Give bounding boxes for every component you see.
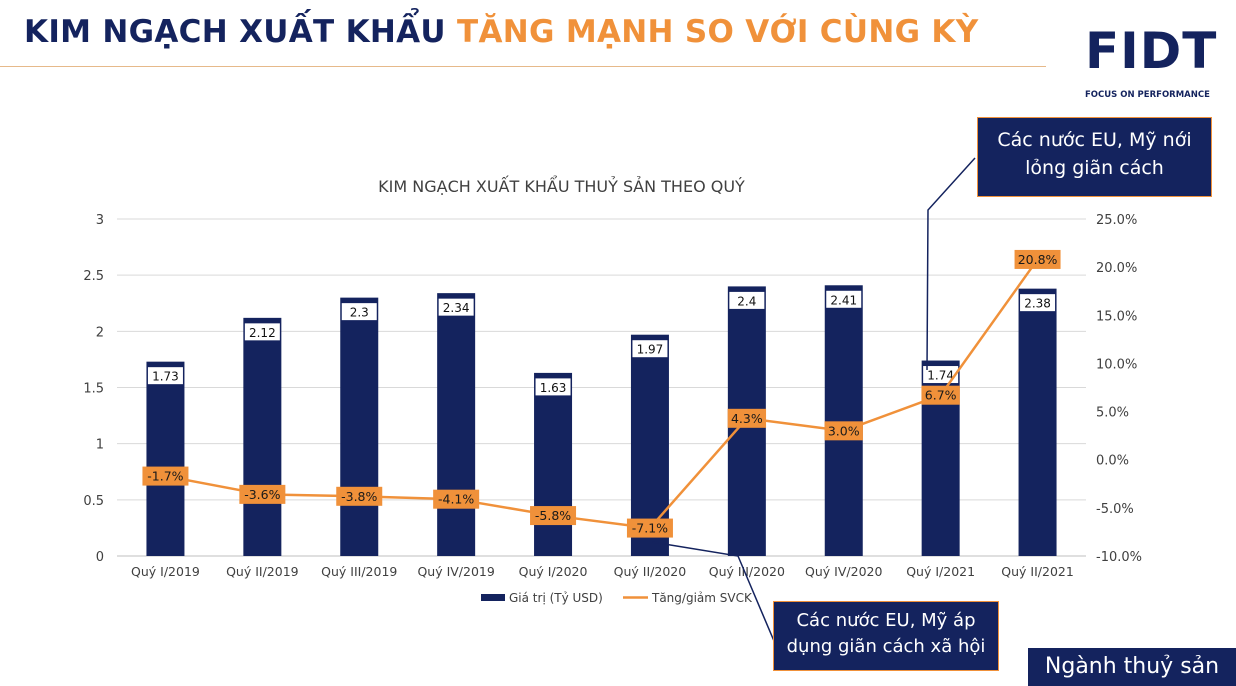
y-tick-label: 0.5 [83, 494, 104, 509]
yoy-value-label: 3.0% [828, 423, 860, 438]
bar [824, 285, 863, 556]
yoy-label-box [1014, 249, 1061, 269]
page-title: KIM NGẠCH XUẤT KHẨU TĂNG MẠNH SO VỚI CÙN… [24, 14, 979, 50]
bar-value-box [534, 377, 572, 397]
logo-tagline: FOCUS ON PERFORMANCE [1085, 90, 1210, 100]
x-tick-label: Quý I/2021 [906, 564, 975, 579]
yoy-label-box [142, 466, 189, 486]
bar [437, 293, 476, 556]
x-tick-label: Quý II/2019 [226, 564, 299, 579]
y2-tick-label: -10.0% [1096, 550, 1142, 565]
page-title-part1: KIM NGẠCH XUẤT KHẨU [24, 14, 446, 50]
yoy-label-box [433, 489, 480, 509]
x-tick-label: Quý II/2021 [1001, 564, 1074, 579]
yoy-label-box [626, 518, 673, 538]
y-tick-label: 0 [96, 550, 104, 565]
bar-value-label: 2.34 [443, 301, 470, 315]
page-title-part2: TĂNG MẠNH SO VỚI CÙNG KỲ [457, 14, 979, 50]
y2-tick-label: 25.0% [1096, 213, 1137, 228]
bar-value-label: 2.38 [1024, 297, 1051, 311]
yoy-label-box [336, 486, 383, 506]
yoy-value-label: -1.7% [147, 469, 183, 484]
bar-value-label: 2.12 [249, 326, 276, 340]
bar-value-label: 2.41 [830, 293, 857, 307]
x-tick-label: Quý IV/2020 [805, 564, 882, 579]
yoy-value-label: -3.8% [341, 489, 377, 504]
yoy-value-label: -7.1% [632, 521, 668, 536]
bar [243, 317, 282, 556]
x-tick-label: Quý I/2020 [519, 564, 588, 579]
yoy-label-box [921, 385, 960, 405]
title-divider [0, 66, 1046, 67]
bar-value-box [340, 302, 378, 322]
y2-tick-label: 15.0% [1096, 309, 1137, 324]
y2-tick-label: 0.0% [1096, 454, 1129, 469]
company-logo: FIDT FOCUS ON PERFORMANCE [1085, 20, 1216, 102]
logo-wordmark: FIDT [1085, 22, 1218, 80]
chart-title: KIM NGẠCH XUẤT KHẨU THUỶ SẢN THEO QUÝ [378, 175, 745, 196]
yoy-label-box [824, 421, 863, 441]
y2-tick-label: 10.0% [1096, 357, 1137, 372]
x-tick-label: Quý II/2020 [614, 564, 687, 579]
x-tick-label: Quý III/2020 [709, 564, 785, 579]
sector-label: Ngành thuỷ sản [1028, 648, 1236, 686]
callout-distancing: Các nước EU, Mỹ áp dụng giãn cách xã hội [773, 601, 999, 671]
bar-value-label: 1.73 [152, 370, 179, 384]
bar [340, 297, 379, 556]
yoy-value-label: -3.6% [244, 487, 280, 502]
yoy-value-label: 4.3% [731, 411, 763, 426]
bar-value-box [922, 365, 960, 385]
yoy-value-label: -4.1% [438, 492, 474, 507]
x-tick-label: Quý IV/2019 [417, 564, 494, 579]
bar-value-label: 1.63 [540, 381, 567, 395]
legend-label-line: Tăng/giảm SVCK [651, 591, 753, 605]
yoy-value-label: 6.7% [925, 388, 957, 403]
y-tick-label: 2 [96, 325, 104, 340]
bar-value-label: 1.74 [927, 369, 954, 383]
bar [146, 361, 185, 556]
y-tick-label: 1.5 [83, 382, 104, 397]
yoy-line [165, 258, 1039, 530]
bar-value-box [437, 297, 475, 317]
y2-tick-label: -5.0% [1096, 502, 1134, 517]
bar-value-label: 2.4 [737, 294, 756, 308]
yoy-label-box [727, 408, 767, 428]
bar-value-box [631, 339, 669, 359]
yoy-label-box [239, 484, 286, 504]
y2-tick-label: 5.0% [1096, 406, 1129, 421]
bar [534, 372, 573, 556]
callout-top-leader [926, 157, 976, 371]
bar-value-box [1019, 293, 1057, 313]
y2-tick-label: 20.0% [1096, 261, 1137, 276]
legend-label-bars: Giá trị (Tỷ USD) [509, 591, 603, 605]
bar-value-label: 2.3 [350, 306, 369, 320]
callout-bottom-leader [651, 541, 775, 642]
legend-swatch-bars [481, 594, 505, 601]
y-tick-label: 2.5 [83, 269, 104, 284]
yoy-label-box [530, 506, 577, 526]
bar-value-label: 1.97 [637, 343, 664, 357]
bar-value-box [146, 366, 184, 386]
x-tick-label: Quý III/2019 [321, 564, 397, 579]
bar-value-box [728, 290, 766, 310]
callout-reopening: Các nước EU, Mỹ nới lỏng giãn cách [977, 117, 1212, 197]
bar [1018, 288, 1057, 556]
bar-value-box [243, 322, 281, 342]
yoy-value-label: -5.8% [535, 508, 571, 523]
x-tick-label: Quý I/2019 [131, 564, 200, 579]
bar-value-box [825, 289, 863, 309]
y-tick-label: 3 [96, 213, 104, 228]
y-tick-label: 1 [96, 438, 104, 453]
yoy-value-label: 20.8% [1018, 252, 1058, 267]
